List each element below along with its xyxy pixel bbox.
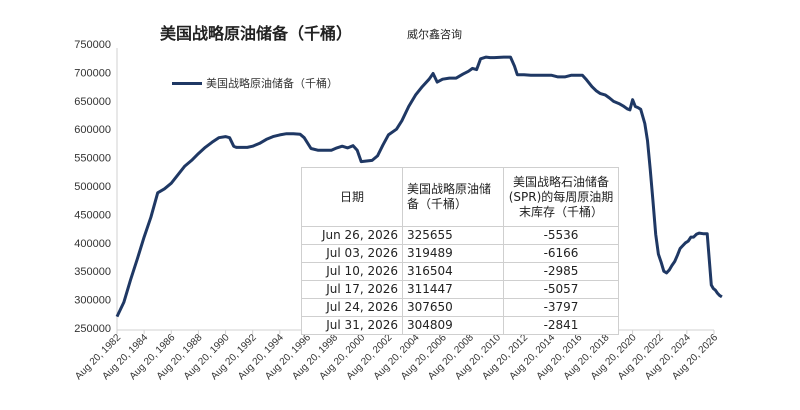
chart-source: 威尔鑫咨询 [407, 28, 462, 41]
chart-title: 美国战略原油储备（千桶） [160, 24, 353, 43]
y-axis-ticks: 250000 300000 350000 400000 450000 500000 5500… [74, 39, 111, 335]
y-tick-label: 450000 [74, 209, 111, 221]
table-row: Jul 10, 2026 316504 -2985 [301, 262, 619, 281]
table-header-date: 日期 [301, 167, 403, 227]
table-cell-change: -5536 [503, 226, 619, 245]
y-tick-label: 700000 [74, 67, 111, 79]
table-header-change: 美国战略石油储备(SPR)的每周原油期末库存（千桶） [503, 167, 619, 227]
table-cell-date: Jul 24, 2026 [301, 298, 403, 317]
table-row: Jul 03, 2026 319489 -6166 [301, 244, 619, 263]
table-cell-reserve: 316504 [402, 262, 504, 281]
table-header-row: 日期 美国战略原油储备（千桶） 美国战略石油储备(SPR)的每周原油期末库存（千… [301, 167, 619, 227]
table-cell-reserve: 319489 [402, 244, 504, 263]
y-tick-label: 550000 [74, 153, 111, 165]
data-table: 日期 美国战略原油储备（千桶） 美国战略石油储备(SPR)的每周原油期末库存（千… [301, 167, 619, 335]
legend-line-swatch [172, 81, 202, 85]
table-row: Jul 17, 2026 311447 -5057 [301, 280, 619, 299]
y-tick-label: 650000 [74, 96, 111, 108]
table-cell-reserve: 325655 [402, 226, 504, 245]
y-tick-label: 350000 [74, 266, 111, 278]
chart-legend: 美国战略原油储备（千桶） [172, 75, 338, 91]
table-cell-date: Jul 31, 2026 [301, 316, 403, 335]
table-cell-reserve: 304809 [402, 316, 504, 335]
table-cell-date: Jul 17, 2026 [301, 280, 403, 299]
x-tick-label: Aug 20, 1982 [73, 332, 123, 382]
series-line-spr [115, 55, 723, 318]
table-header-reserve: 美国战略原油储备（千桶） [402, 167, 504, 227]
y-tick-label: 600000 [74, 124, 111, 136]
y-tick-label: 750000 [74, 39, 111, 51]
y-tick-label: 400000 [74, 238, 111, 250]
table-cell-change: -5057 [503, 280, 619, 299]
y-tick-label: 500000 [74, 181, 111, 193]
table-cell-change: -2985 [503, 262, 619, 281]
table-cell-change: -3797 [503, 298, 619, 317]
table-cell-reserve: 311447 [402, 280, 504, 299]
table-cell-reserve: 307650 [402, 298, 504, 317]
table-row: Jul 24, 2026 307650 -3797 [301, 298, 619, 317]
table-cell-change: -6166 [503, 244, 619, 263]
table-cell-change: -2841 [503, 316, 619, 335]
table-row: Jul 31, 2026 304809 -2841 [301, 316, 619, 335]
y-tick-label: 300000 [74, 295, 111, 307]
legend-label: 美国战略原油储备（千桶） [206, 77, 338, 90]
table-cell-date: Jul 03, 2026 [301, 244, 403, 263]
table-row: Jun 26, 2026 325655 -5536 [301, 226, 619, 245]
y-tick-label: 250000 [74, 323, 111, 335]
table-cell-date: Jun 26, 2026 [301, 226, 403, 245]
table-cell-date: Jul 10, 2026 [301, 262, 403, 281]
